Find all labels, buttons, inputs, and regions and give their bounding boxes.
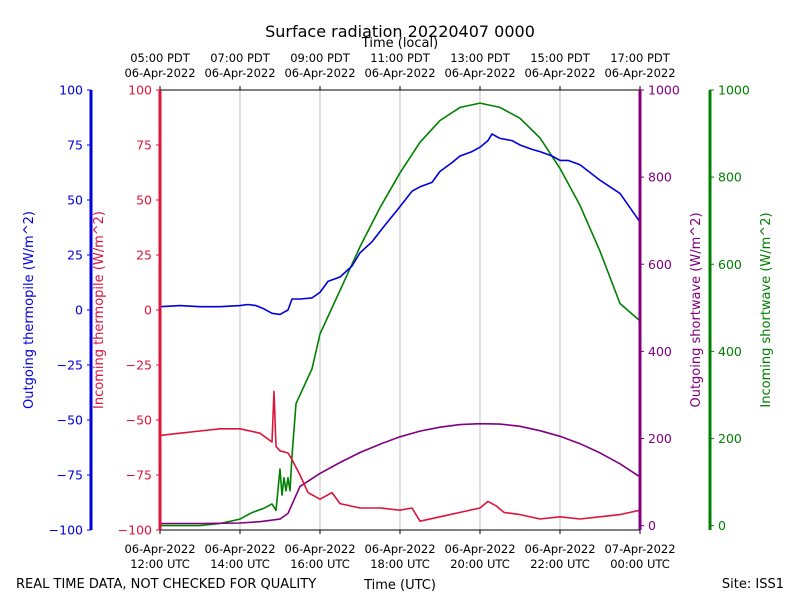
y-axis-incoming-thermopile: −100 −75 −50 −25 0 25 50 75 100 Incoming thermopi…	[92, 83, 162, 538]
top-tick-label-time: 07:00 PDT	[210, 51, 271, 65]
y-axis-label: Outgoing shortwave (W/m^2)	[689, 212, 704, 407]
x-tick-label-date: 06-Apr-2022	[364, 542, 435, 556]
top-tick-label-time: 11:00 PDT	[370, 51, 431, 65]
y-tick-label: 50	[136, 193, 152, 208]
y-tick-label: −25	[57, 358, 83, 373]
top-tick-label-time: 05:00 PDT	[130, 51, 191, 65]
y-tick-label: 0	[718, 518, 726, 533]
y-tick-label: 0	[648, 518, 656, 533]
y-tick-label: 75	[136, 138, 152, 153]
y-tick-label: 100	[59, 83, 83, 98]
x-tick-label-date: 06-Apr-2022	[284, 542, 355, 556]
y-axis-incoming-shortwave: 0 200 400 600 800 1000 Incoming shortwave (W/m…	[708, 83, 774, 533]
y-tick-label: −75	[126, 468, 152, 483]
y-tick-label: 200	[718, 431, 742, 446]
top-tick-label-date: 06-Apr-2022	[444, 66, 515, 80]
series-lines	[159, 102, 641, 527]
top-tick-label-date: 06-Apr-2022	[284, 66, 355, 80]
y-axis-label: Outgoing thermopile (W/m^2)	[22, 211, 37, 409]
x-tick-label-date: 06-Apr-2022	[124, 542, 195, 556]
y-tick-label: −100	[118, 523, 152, 538]
top-tick-label-date: 06-Apr-2022	[604, 66, 675, 80]
top-tick-label-date: 06-Apr-2022	[124, 66, 195, 80]
x-tick-label-time: 22:00 UTC	[530, 557, 590, 571]
y-tick-label: 50	[67, 193, 83, 208]
y-tick-label: 600	[718, 257, 742, 272]
y-tick-label: 1000	[648, 83, 680, 98]
series-line-incoming-thermopile	[159, 390, 641, 523]
footer-site-label: Site: ISS1	[722, 577, 784, 592]
y-tick-label: 25	[136, 248, 152, 263]
vertical-gridlines	[239, 90, 561, 530]
top-axis-label: Time (local)	[361, 36, 438, 51]
series-line-outgoing-thermopile	[159, 133, 641, 316]
y-axis-outgoing-thermopile: −100 −75 −50 −25 0 25 50 75 100 Outgoing thermopi…	[22, 83, 93, 538]
x-tick-label-date: 06-Apr-2022	[204, 542, 275, 556]
y-tick-label: 100	[128, 83, 152, 98]
y-axis-label: Incoming shortwave (W/m^2)	[759, 212, 774, 407]
x-tick-label-time: 20:00 UTC	[450, 557, 510, 571]
y-tick-label: −50	[57, 413, 83, 428]
y-tick-label: 800	[648, 170, 672, 185]
x-tick-label-time: 18:00 UTC	[370, 557, 430, 571]
x-tick-label-date: 06-Apr-2022	[524, 542, 595, 556]
top-tick-label-date: 06-Apr-2022	[364, 66, 435, 80]
chart-title: Surface radiation 20220407 0000	[265, 22, 535, 41]
y-tick-label: 1000	[718, 83, 750, 98]
y-tick-label: 400	[648, 344, 672, 359]
y-axes: −100 −75 −50 −25 0 25 50 75 100 Outgoing thermopi…	[22, 83, 774, 538]
y-axis-outgoing-shortwave: 0 200 400 600 800 1000 Outgoing shortwave (W/m…	[638, 83, 704, 533]
x-tick-label-time: 14:00 UTC	[210, 557, 270, 571]
y-tick-label: 0	[75, 303, 83, 318]
top-tick-label-time: 09:00 PDT	[290, 51, 351, 65]
y-tick-label: −25	[126, 358, 152, 373]
y-tick-label: 200	[648, 431, 672, 446]
y-tick-label: 0	[144, 303, 152, 318]
x-tick-label-date: 06-Apr-2022	[444, 542, 515, 556]
y-tick-label: 600	[648, 257, 672, 272]
y-tick-label: −75	[57, 468, 83, 483]
series-line-incoming-shortwave	[160, 102, 641, 527]
x-tick-label-time: 12:00 UTC	[130, 557, 190, 571]
y-tick-label: −50	[126, 413, 152, 428]
y-tick-label: 800	[718, 170, 742, 185]
y-tick-label: −100	[49, 523, 83, 538]
top-tick-label-time: 17:00 PDT	[610, 51, 671, 65]
x-tick-label-time: 00:00 UTC	[610, 557, 670, 571]
x-tick-label-time: 16:00 UTC	[290, 557, 350, 571]
y-tick-label: 400	[718, 344, 742, 359]
top-tick-label-date: 06-Apr-2022	[204, 66, 275, 80]
top-tick-label-time: 13:00 PDT	[450, 51, 511, 65]
y-tick-label: 75	[67, 138, 83, 153]
series-line-outgoing-shortwave	[160, 422, 641, 525]
y-tick-label: 25	[67, 248, 83, 263]
x-axis-label: Time (UTC)	[363, 578, 436, 593]
y-axis-label: Incoming thermopile (W/m^2)	[92, 211, 107, 409]
top-tick-label-date: 06-Apr-2022	[524, 66, 595, 80]
top-tick-label-time: 15:00 PDT	[530, 51, 591, 65]
footer-quality-note: REAL TIME DATA, NOT CHECKED FOR QUALITY	[16, 577, 316, 592]
x-tick-label-date: 07-Apr-2022	[604, 542, 675, 556]
